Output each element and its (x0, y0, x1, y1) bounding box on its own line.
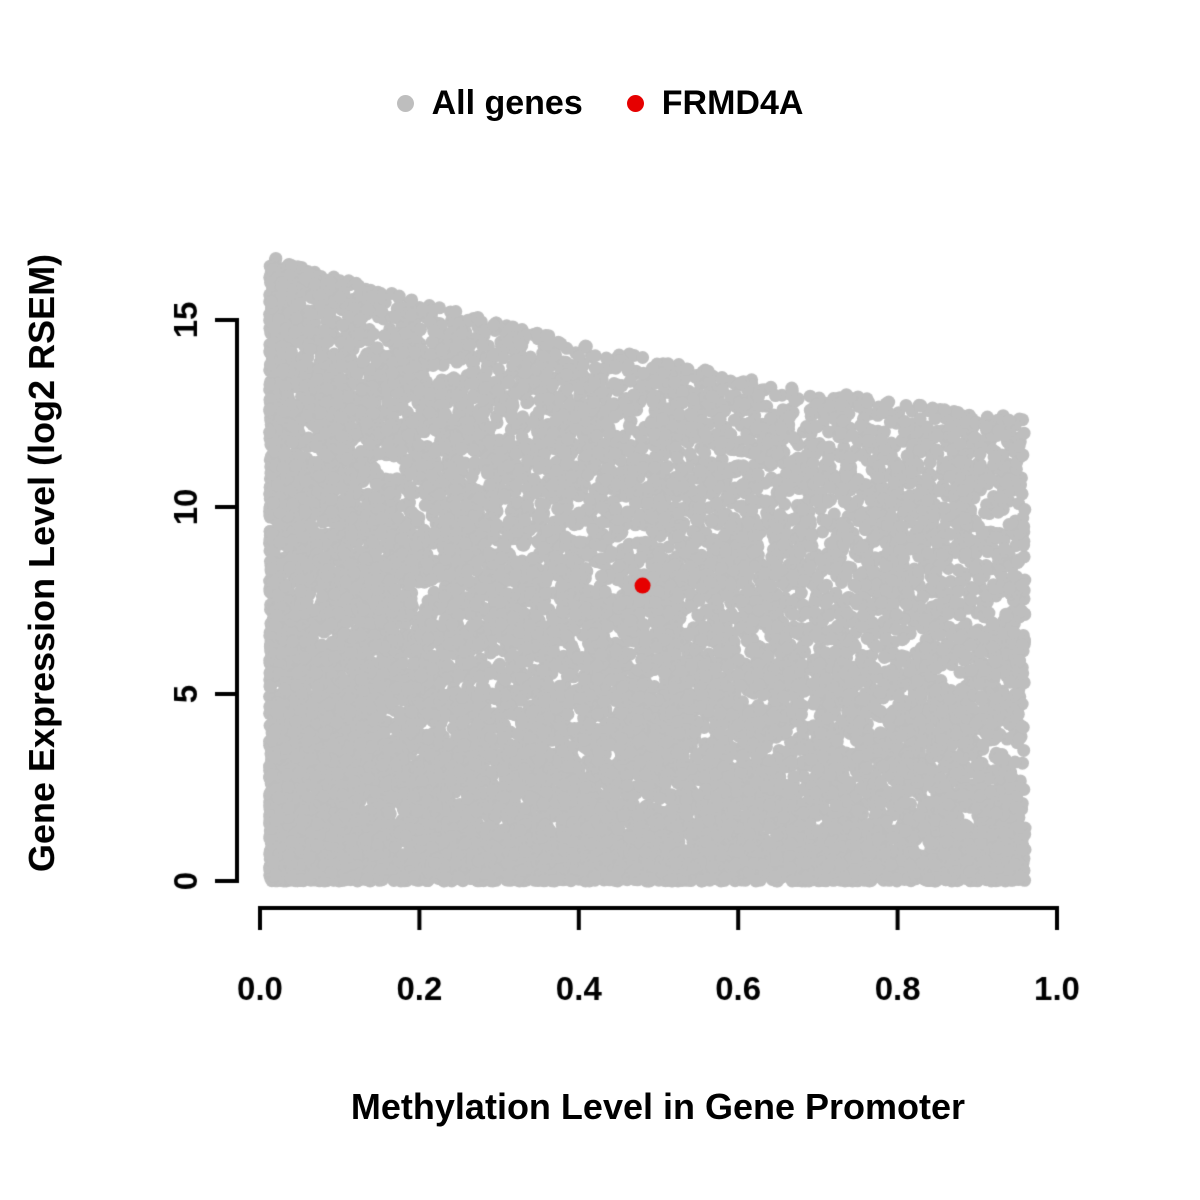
y-axis-title: Gene Expression Level (log2 RSEM) (21, 253, 63, 873)
legend-label-frmd4a: FRMD4A (661, 84, 804, 122)
frmd4a-marker-icon (626, 95, 644, 112)
all-genes-marker-icon (396, 95, 414, 112)
legend-item-all-genes: All genes (396, 84, 583, 123)
legend-label-all-genes: All genes (431, 84, 583, 122)
legend: All genes FRMD4A (0, 84, 1200, 123)
x-axis-title: Methylation Level in Gene Promoter (350, 1086, 966, 1127)
legend-item-frmd4a: FRMD4A (626, 84, 804, 123)
